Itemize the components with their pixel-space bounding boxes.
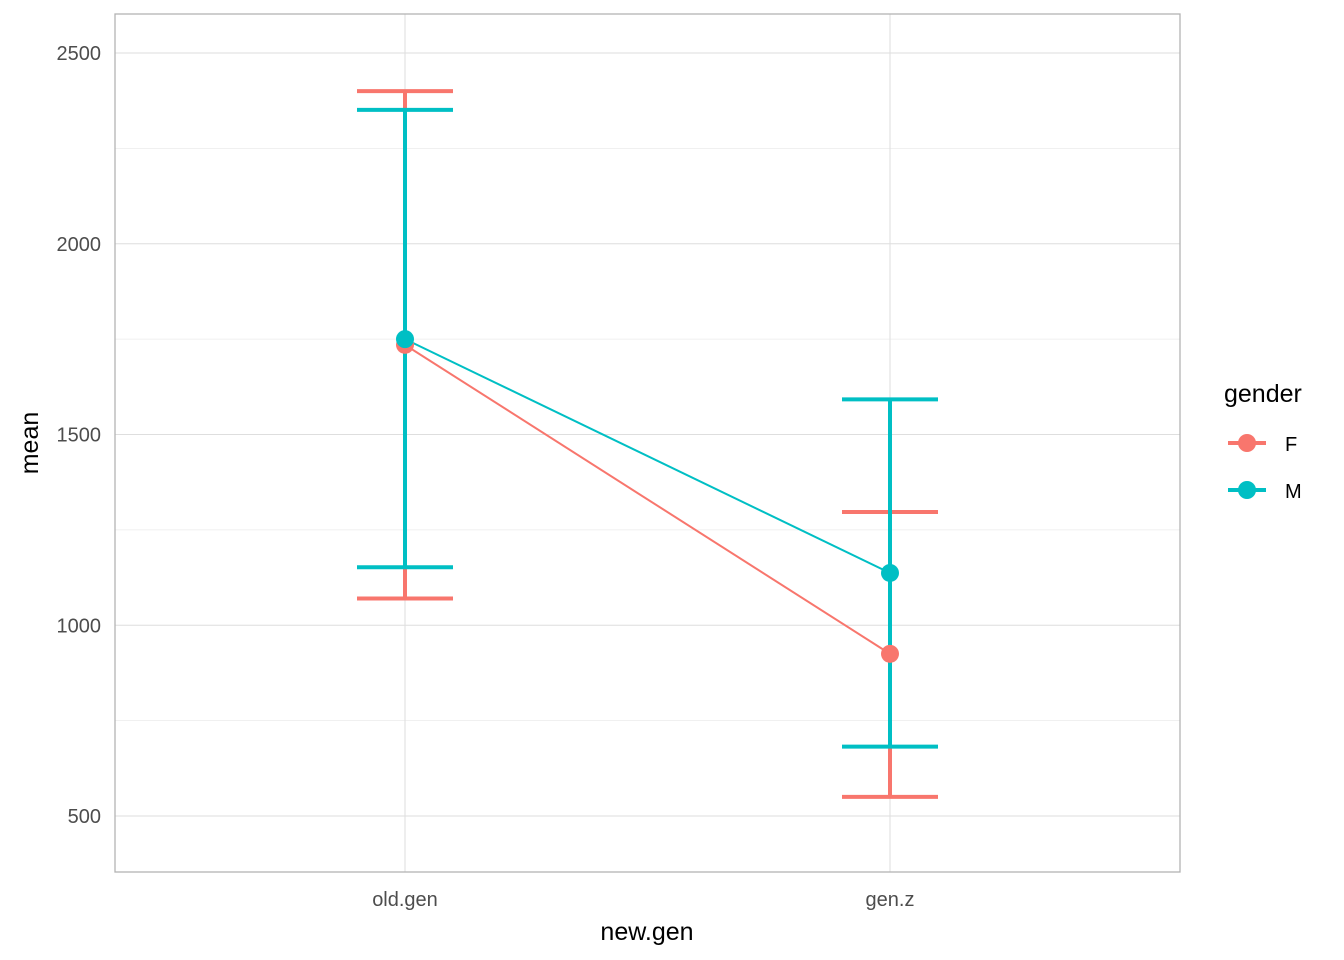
legend: gender F M [1224,380,1302,503]
series-points [396,330,899,663]
y-axis-title: mean [16,412,44,475]
plot-background [115,14,1180,872]
x-axis: old.gen gen.z [372,889,914,911]
series-line-m [404,338,891,574]
y-tick-label: 1500 [57,425,102,447]
series-lines [404,338,891,655]
data-point-m [396,330,414,349]
grid-minor [115,148,1180,721]
legend-title: gender [1224,380,1302,408]
legend-key-point-f [1238,434,1256,452]
y-tick-label: 2000 [57,234,102,256]
y-tick-label: 1000 [57,615,102,637]
data-point-f [881,644,899,663]
y-tick-label: 2500 [57,43,102,65]
data-point-m [881,563,899,582]
grid-major [115,14,1180,872]
legend-key-point-m [1238,481,1256,499]
plot-border [114,13,1181,873]
y-axis: 500 1000 1500 2000 2500 [57,43,102,828]
legend-label-m: M [1285,481,1302,503]
x-tick-label: old.gen [372,889,438,911]
series-line-f [404,344,891,655]
legend-label-f: F [1285,434,1297,456]
x-tick-label: gen.z [866,889,915,911]
y-tick-label: 500 [68,806,101,828]
x-axis-title: new.gen [600,918,693,946]
